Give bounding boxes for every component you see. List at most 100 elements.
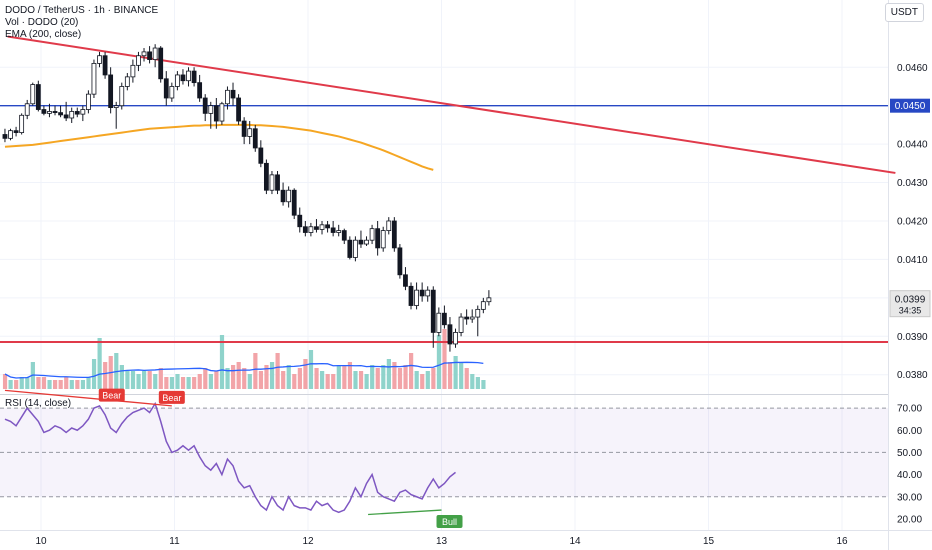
time-tick-label: 16 (836, 536, 848, 547)
bear-label: Bear (162, 393, 181, 403)
volume-bar (119, 365, 124, 389)
volume-bar (342, 365, 347, 389)
volume-bar (8, 380, 13, 389)
volume-bar (19, 377, 24, 389)
candle-up (208, 105, 214, 114)
currency-button[interactable]: USDT (884, 3, 924, 22)
candle-up (113, 105, 119, 109)
volume-bar (347, 362, 353, 389)
volume-bar (36, 377, 41, 389)
volume-bar (203, 368, 208, 389)
candle-up (91, 63, 97, 95)
candle-down (58, 112, 63, 116)
volume-bar (158, 368, 163, 389)
volume-bar (225, 368, 230, 389)
candle-up (458, 316, 464, 333)
volume-bar (314, 368, 319, 389)
bear-divergence-line (4, 389, 172, 407)
price-tick-label: 0.0380 (897, 370, 928, 381)
candle-up (436, 312, 442, 333)
volume-bar (336, 365, 341, 389)
volume-bar (381, 365, 386, 389)
candle-down (147, 51, 152, 60)
candle-up (269, 174, 275, 191)
volume-bar (75, 380, 80, 389)
volume-bar (308, 350, 314, 389)
candle-up (141, 51, 147, 57)
volume-bar (364, 374, 369, 389)
time-tick-label: 14 (569, 536, 581, 547)
candle-down (197, 82, 203, 99)
volume-bar (281, 371, 286, 389)
volume-bar (41, 377, 47, 389)
chart-legend: DODO / TetherUS · 1h · BINANCE Vol · DOD… (5, 5, 158, 41)
candle-up (486, 297, 492, 303)
volume-bar (2, 374, 8, 389)
volume-bar (130, 371, 136, 389)
last-price-tag (889, 290, 931, 318)
candle-up (380, 230, 386, 249)
volume-bar (97, 338, 102, 389)
candle-up (414, 289, 419, 306)
countdown-label: 34:35 (899, 306, 922, 316)
volume-bar (414, 371, 419, 389)
volume-bar (392, 362, 397, 389)
candle-up (19, 114, 25, 133)
price-tick-label: 0.0460 (897, 63, 928, 74)
candle-down (74, 111, 80, 115)
candle-up (369, 228, 375, 241)
candle-up (152, 47, 158, 60)
candle-up (453, 332, 458, 345)
volume-bars (2, 329, 486, 389)
volume-bar (169, 377, 175, 389)
volume-bar (397, 368, 403, 389)
divergence-tag (436, 515, 463, 529)
volume-bar (219, 335, 225, 389)
candle-down (341, 230, 347, 241)
candle-down (52, 111, 58, 114)
symbol-title[interactable]: DODO / TetherUS · 1h · BINANCE (5, 5, 159, 16)
volume-bar (164, 377, 169, 389)
rsi-legend[interactable]: RSI (14, close) (5, 398, 72, 409)
candle-down (202, 97, 208, 114)
candle-up (225, 89, 230, 105)
volume-bar (214, 371, 219, 389)
bull-divergence-line (368, 509, 442, 516)
candle-down (408, 285, 414, 306)
bull-label: Bull (442, 517, 457, 527)
candle-up (130, 64, 136, 78)
candle-down (358, 239, 364, 245)
candle-down (280, 189, 286, 203)
candle-up (336, 230, 342, 233)
candle-down (419, 289, 425, 297)
volume-bar (86, 377, 91, 389)
rsi-tick-label: 60.00 (897, 426, 922, 437)
candle-up (352, 239, 358, 258)
volume-bar (292, 374, 297, 389)
volume-bar (325, 374, 330, 389)
candle-down (213, 105, 219, 122)
time-tick-label: 12 (302, 536, 314, 547)
rsi-tick-label: 30.00 (897, 492, 922, 503)
volume-bar (386, 359, 391, 389)
candle-down (330, 227, 336, 233)
candle-down (236, 97, 241, 122)
volume-bar (375, 368, 380, 389)
ema-legend[interactable]: EMA (200, close) (5, 29, 82, 40)
volume-bar (147, 371, 152, 389)
candle-down (263, 162, 269, 191)
candle-down (397, 247, 403, 276)
candle-up (286, 189, 292, 203)
volume-bar (258, 371, 264, 389)
volume-bar (247, 374, 252, 389)
candle-down (441, 312, 447, 326)
volume-legend[interactable]: Vol · DODO (20) (5, 17, 79, 28)
time-tick-label: 11 (169, 536, 180, 547)
volume-bar (436, 335, 442, 389)
volume-bar (475, 377, 480, 389)
candle-up (364, 239, 369, 245)
horizontal-levels[interactable] (0, 105, 888, 344)
candle-down (163, 78, 169, 99)
